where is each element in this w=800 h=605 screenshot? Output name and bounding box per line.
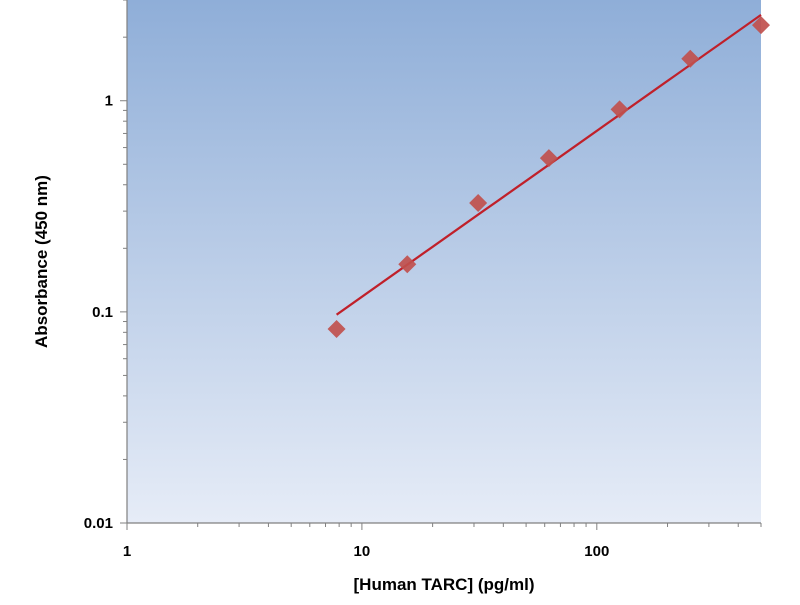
data-point xyxy=(539,149,558,168)
data-point xyxy=(681,49,700,68)
data-point xyxy=(752,16,770,35)
y-tick-label: 0.01 xyxy=(84,515,113,532)
data-point xyxy=(327,319,346,338)
data-points xyxy=(327,16,770,338)
data-point xyxy=(398,255,417,274)
x-tick-label: 100 xyxy=(584,543,609,560)
plot-area xyxy=(127,0,761,523)
x-axis-title: [Human TARC] (pg/ml) xyxy=(354,575,535,594)
tick-labels: 1 10 100 0.01 0.1 1 xyxy=(84,93,610,560)
x-tick-label: 10 xyxy=(354,543,371,560)
data-point xyxy=(469,193,488,212)
data-point xyxy=(610,100,629,119)
y-axis-title: Absorbance (450 nm) xyxy=(32,175,51,348)
y-tick-label: 1 xyxy=(105,93,113,110)
axis-ticks xyxy=(120,0,762,530)
x-tick-label: 1 xyxy=(123,543,131,560)
y-tick-label: 0.1 xyxy=(92,304,113,321)
